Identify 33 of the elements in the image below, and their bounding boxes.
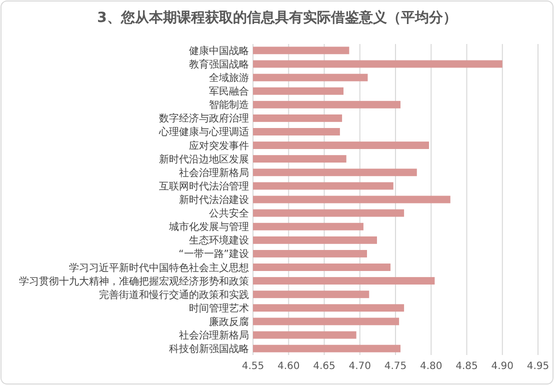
y-tick-label: 数字经济与政府治理	[159, 112, 249, 125]
y-tick-label: 城市化发展与管理	[168, 221, 249, 234]
y-tick-label: 廉政反腐	[209, 316, 249, 328]
y-tick-label: 应对突发事件	[189, 140, 249, 152]
y-tick-label: 社会治理新格局	[179, 166, 249, 179]
y-tick-label: 军民融合	[209, 86, 249, 98]
y-tick-label: 教育强国战略	[189, 58, 249, 70]
y-tick-label: 完善街道和慢行交通的政策和实践	[99, 288, 249, 301]
y-tick-label: 公共安全	[209, 208, 249, 220]
y-tick-label: 社会治理新格局	[179, 330, 249, 342]
x-tick-label: 4.80	[420, 361, 442, 372]
y-tick-label: 心理健康与心理调适	[158, 126, 249, 138]
x-tick-label: 4.60	[277, 361, 300, 372]
x-tick-label: 4.65	[313, 361, 336, 372]
y-tick-label: 新时代法治建设	[179, 194, 249, 206]
y-tick-label: 生态环境建设	[189, 234, 249, 247]
y-tick-label: 学习贯彻十九大精神，准确把握宏观经济形势和政策	[19, 275, 249, 288]
y-tick-label: 互联网时代法治管理	[159, 180, 249, 192]
x-tick-label: 4.70	[348, 361, 372, 372]
x-tick-label: 4.85	[456, 361, 478, 372]
x-tick-label: 4.55	[242, 361, 264, 372]
y-tick-label: 新时代沿边地区发展	[159, 153, 249, 166]
y-tick-label: 健康中国战略	[189, 44, 249, 57]
x-tick-label: 4.75	[384, 361, 407, 372]
y-tick-label: 学习习近平新时代中国特色社会主义思想	[69, 262, 249, 274]
y-tick-label: 全域旅游	[209, 72, 249, 84]
x-tick-label: 4.95	[526, 361, 550, 372]
y-tick-label: 科技创新强国战略	[169, 343, 249, 356]
y-tick-label: 时间管理艺术	[189, 302, 249, 314]
y-tick-label: 智能制造	[209, 99, 249, 112]
chart-title: 3、您从本期课程获取的信息具有实际借鉴意义（平均分）	[97, 9, 457, 26]
y-tick-label: “一带一路”建设	[178, 248, 249, 260]
x-tick-label: 4.90	[491, 361, 514, 372]
